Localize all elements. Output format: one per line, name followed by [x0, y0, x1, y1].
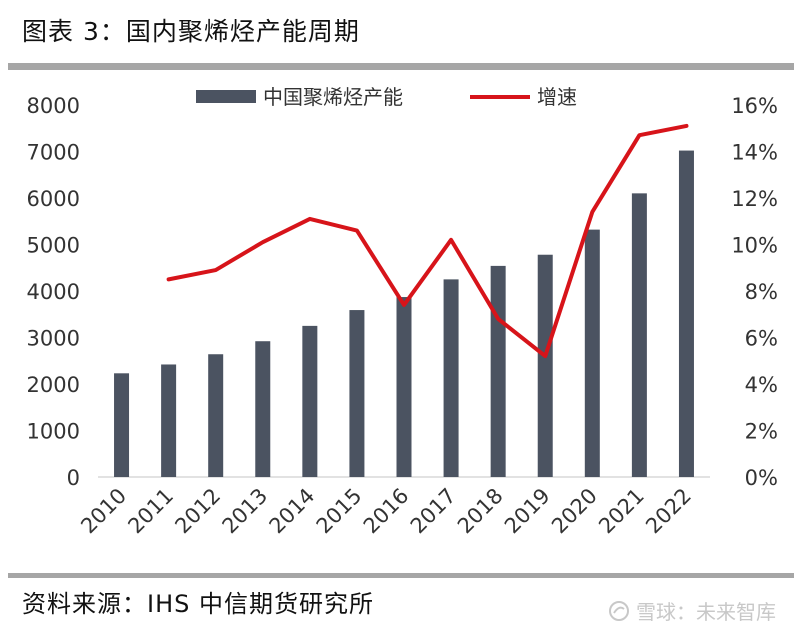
x-tick-label: 2022: [641, 484, 696, 539]
left-tick-label: 8000: [27, 94, 80, 118]
bar-2013: [255, 341, 271, 477]
right-tick-label: 8%: [745, 280, 778, 304]
left-tick-label: 5000: [27, 234, 80, 258]
x-tick-label: 2014: [265, 484, 320, 539]
x-tick-label: 2018: [453, 484, 508, 539]
x-tick-label: 2011: [123, 484, 178, 539]
legend-label-growth: 增速: [537, 85, 577, 109]
bar-2014: [302, 325, 318, 477]
left-tick-label: 7000: [27, 141, 80, 165]
x-tick-label: 2010: [76, 484, 131, 539]
snowball-logo-icon: [609, 600, 629, 621]
left-axis: 0 1000 2000 3000 4000 5000 6000 7000 8000: [27, 94, 80, 490]
left-tick-label: 4000: [27, 280, 80, 304]
growth-line: [166, 123, 689, 359]
bar-2019: [537, 254, 553, 477]
line-series: [166, 123, 689, 359]
right-tick-label: 6%: [745, 327, 778, 351]
bottom-divider: [8, 573, 794, 578]
left-tick-label: 3000: [27, 327, 80, 351]
right-tick-label: 2%: [745, 420, 778, 444]
chart-title: 图表 3：国内聚烯烃产能周期: [22, 17, 360, 46]
right-tick-label: 10%: [731, 234, 778, 258]
x-tick-label: 2017: [406, 484, 461, 539]
bar-2015: [349, 310, 365, 477]
watermark-text: 雪球：未来智库: [636, 600, 776, 624]
bar-2016: [396, 297, 412, 477]
x-tick-label: 2012: [170, 484, 225, 539]
left-tick-label: 2000: [27, 373, 80, 397]
x-axis: 2010201120122013201420152016201720182019…: [76, 484, 696, 539]
bar-2010: [114, 373, 130, 477]
x-tick-label: 2020: [547, 484, 602, 539]
source-note: 资料来源：IHS 中信期货研究所: [22, 590, 374, 618]
right-tick-label: 0%: [745, 466, 778, 490]
bar-2018: [490, 265, 506, 477]
right-tick-label: 14%: [731, 141, 778, 165]
right-tick-label: 16%: [731, 94, 778, 118]
right-tick-label: 4%: [745, 373, 778, 397]
x-tick-label: 2019: [500, 484, 555, 539]
left-tick-label: 1000: [27, 420, 80, 444]
x-tick-label: 2015: [312, 484, 367, 539]
bar-2011: [161, 364, 177, 477]
left-tick-label: 0: [67, 466, 80, 490]
watermark: 雪球：未来智库: [608, 596, 776, 625]
top-divider: [8, 63, 794, 70]
bar-2021: [631, 193, 647, 477]
x-tick-label: 2013: [218, 484, 273, 539]
bar-series: [114, 150, 694, 477]
bar-2022: [678, 150, 694, 477]
legend: 中国聚烯烃产能 增速: [196, 85, 577, 109]
bar-2017: [443, 279, 459, 477]
x-tick-label: 2016: [359, 484, 414, 539]
bar-2020: [584, 229, 600, 477]
left-tick-label: 6000: [27, 187, 80, 211]
x-tick-label: 2021: [594, 484, 649, 539]
combo-chart: 0 1000 2000 3000 4000 5000 6000 7000 8000 0% 2% 4%…: [27, 85, 778, 539]
right-tick-label: 12%: [731, 187, 778, 211]
legend-label-capacity: 中国聚烯烃产能: [263, 85, 403, 109]
legend-swatch-capacity: [196, 90, 256, 103]
right-axis: 0% 2% 4% 6% 8% 10% 12% 14% 16%: [731, 94, 778, 490]
bar-2012: [208, 354, 224, 477]
